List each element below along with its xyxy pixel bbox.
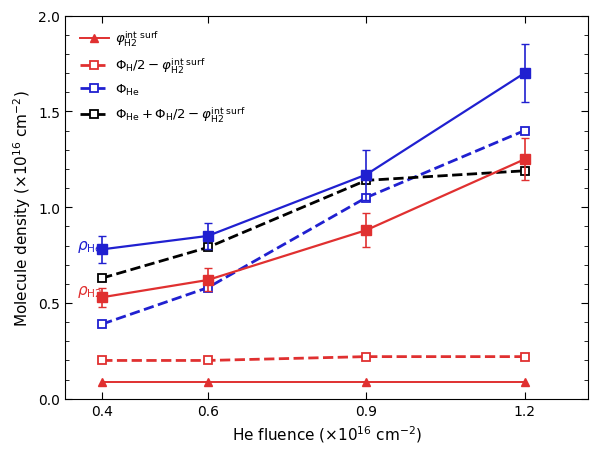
Text: $\rho_{\rm He}$: $\rho_{\rm He}$ <box>77 238 102 254</box>
Y-axis label: Molecule density (×10$^{16}$ cm$^{-2}$): Molecule density (×10$^{16}$ cm$^{-2}$) <box>11 90 33 326</box>
Legend: $\varphi_{\mathregular{H2}}^{\mathregular{int\ surf}}$, $\Phi_{\mathregular{H}}/: $\varphi_{\mathregular{H2}}^{\mathregula… <box>77 27 249 127</box>
X-axis label: He fluence (×10$^{16}$ cm$^{-2}$): He fluence (×10$^{16}$ cm$^{-2}$) <box>232 423 422 444</box>
Text: $\rho_{\rm H2}$: $\rho_{\rm H2}$ <box>77 284 102 300</box>
